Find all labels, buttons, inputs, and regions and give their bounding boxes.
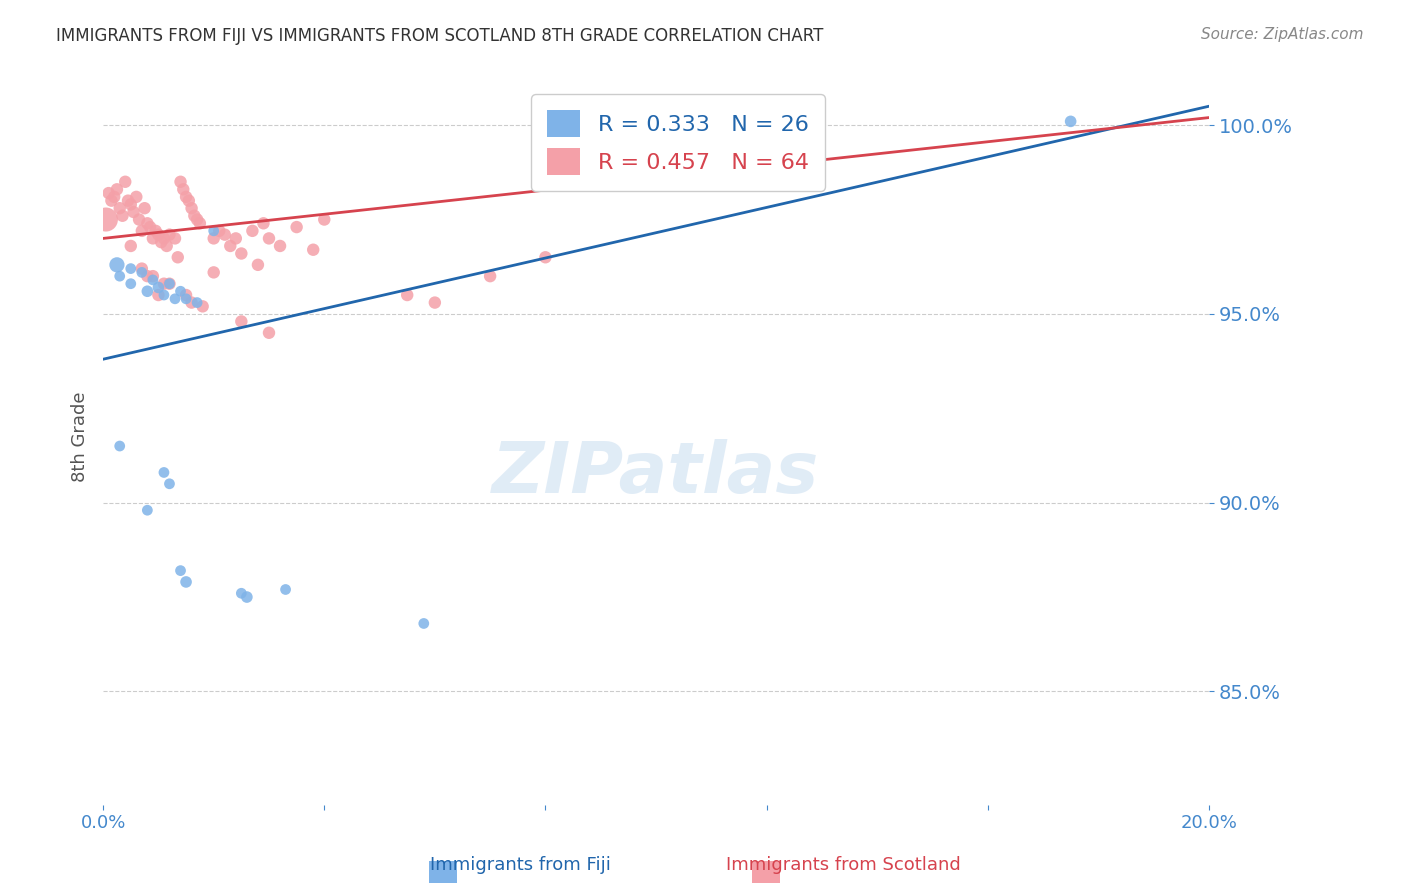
Point — [153, 231, 176, 245]
Point — [202, 231, 225, 245]
Point — [134, 201, 156, 215]
Point — [314, 212, 336, 227]
Point — [219, 239, 242, 253]
Point — [128, 212, 150, 227]
Point — [169, 564, 191, 578]
Point — [150, 235, 173, 249]
Point — [214, 227, 236, 242]
Point — [236, 590, 259, 604]
Point — [269, 239, 291, 253]
Point — [131, 261, 153, 276]
Point — [136, 216, 159, 230]
Point — [257, 326, 280, 340]
Point — [142, 269, 165, 284]
Point — [1059, 114, 1081, 128]
Point — [94, 212, 117, 227]
Point — [153, 466, 176, 480]
Point — [231, 314, 253, 328]
Point — [97, 186, 120, 200]
Point — [108, 439, 131, 453]
Point — [131, 224, 153, 238]
Point — [174, 574, 197, 589]
Point — [153, 288, 176, 302]
Point — [202, 265, 225, 279]
Point — [105, 258, 128, 272]
Point — [186, 295, 208, 310]
Point — [114, 175, 136, 189]
Point — [163, 292, 186, 306]
Text: Immigrants from Fiji: Immigrants from Fiji — [430, 856, 610, 874]
Point — [108, 201, 131, 215]
Point — [231, 246, 253, 260]
Point — [172, 182, 194, 196]
Point — [423, 295, 446, 310]
Point — [174, 292, 197, 306]
Point — [180, 295, 202, 310]
Text: ZIPatlas: ZIPatlas — [492, 439, 820, 508]
Point — [100, 194, 122, 208]
Point — [131, 265, 153, 279]
Point — [139, 220, 162, 235]
Y-axis label: 8th Grade: 8th Grade — [72, 392, 89, 482]
Point — [163, 231, 186, 245]
Point — [108, 269, 131, 284]
Point — [169, 285, 191, 299]
Point — [169, 175, 191, 189]
Point — [136, 269, 159, 284]
Point — [145, 224, 167, 238]
Point — [252, 216, 274, 230]
Point — [111, 209, 134, 223]
Point — [142, 231, 165, 245]
Legend: R = 0.333   N = 26, R = 0.457   N = 64: R = 0.333 N = 26, R = 0.457 N = 64 — [531, 95, 825, 191]
Point — [120, 239, 142, 253]
Text: Immigrants from Scotland: Immigrants from Scotland — [727, 856, 960, 874]
Point — [103, 190, 125, 204]
Point — [188, 216, 211, 230]
Point — [285, 220, 308, 235]
Point — [159, 277, 181, 291]
Point — [120, 197, 142, 211]
Point — [122, 205, 145, 219]
Point — [153, 277, 176, 291]
Point — [242, 224, 264, 238]
Point — [412, 616, 434, 631]
Point — [174, 190, 197, 204]
Point — [156, 239, 179, 253]
Point — [302, 243, 325, 257]
Point — [180, 201, 202, 215]
Point — [136, 285, 159, 299]
Point — [148, 227, 170, 242]
Text: Source: ZipAtlas.com: Source: ZipAtlas.com — [1201, 27, 1364, 42]
Point — [148, 280, 170, 294]
Point — [177, 194, 200, 208]
Point — [148, 288, 170, 302]
Point — [225, 231, 247, 245]
Point — [246, 258, 269, 272]
Point — [125, 190, 148, 204]
Point — [166, 250, 188, 264]
Point — [257, 231, 280, 245]
Text: IMMIGRANTS FROM FIJI VS IMMIGRANTS FROM SCOTLAND 8TH GRADE CORRELATION CHART: IMMIGRANTS FROM FIJI VS IMMIGRANTS FROM … — [56, 27, 824, 45]
Point — [183, 209, 205, 223]
Point — [274, 582, 297, 597]
Point — [120, 261, 142, 276]
Point — [396, 288, 419, 302]
Point — [186, 212, 208, 227]
Point — [159, 476, 181, 491]
Point — [120, 277, 142, 291]
Point — [231, 586, 253, 600]
Point — [479, 269, 502, 284]
Point — [174, 288, 197, 302]
Point — [159, 277, 181, 291]
Point — [136, 503, 159, 517]
Point — [117, 194, 139, 208]
Point — [202, 224, 225, 238]
Point — [159, 227, 181, 242]
Point — [105, 182, 128, 196]
Point — [208, 224, 231, 238]
Point — [142, 273, 165, 287]
Point — [191, 299, 214, 313]
Point — [534, 250, 557, 264]
